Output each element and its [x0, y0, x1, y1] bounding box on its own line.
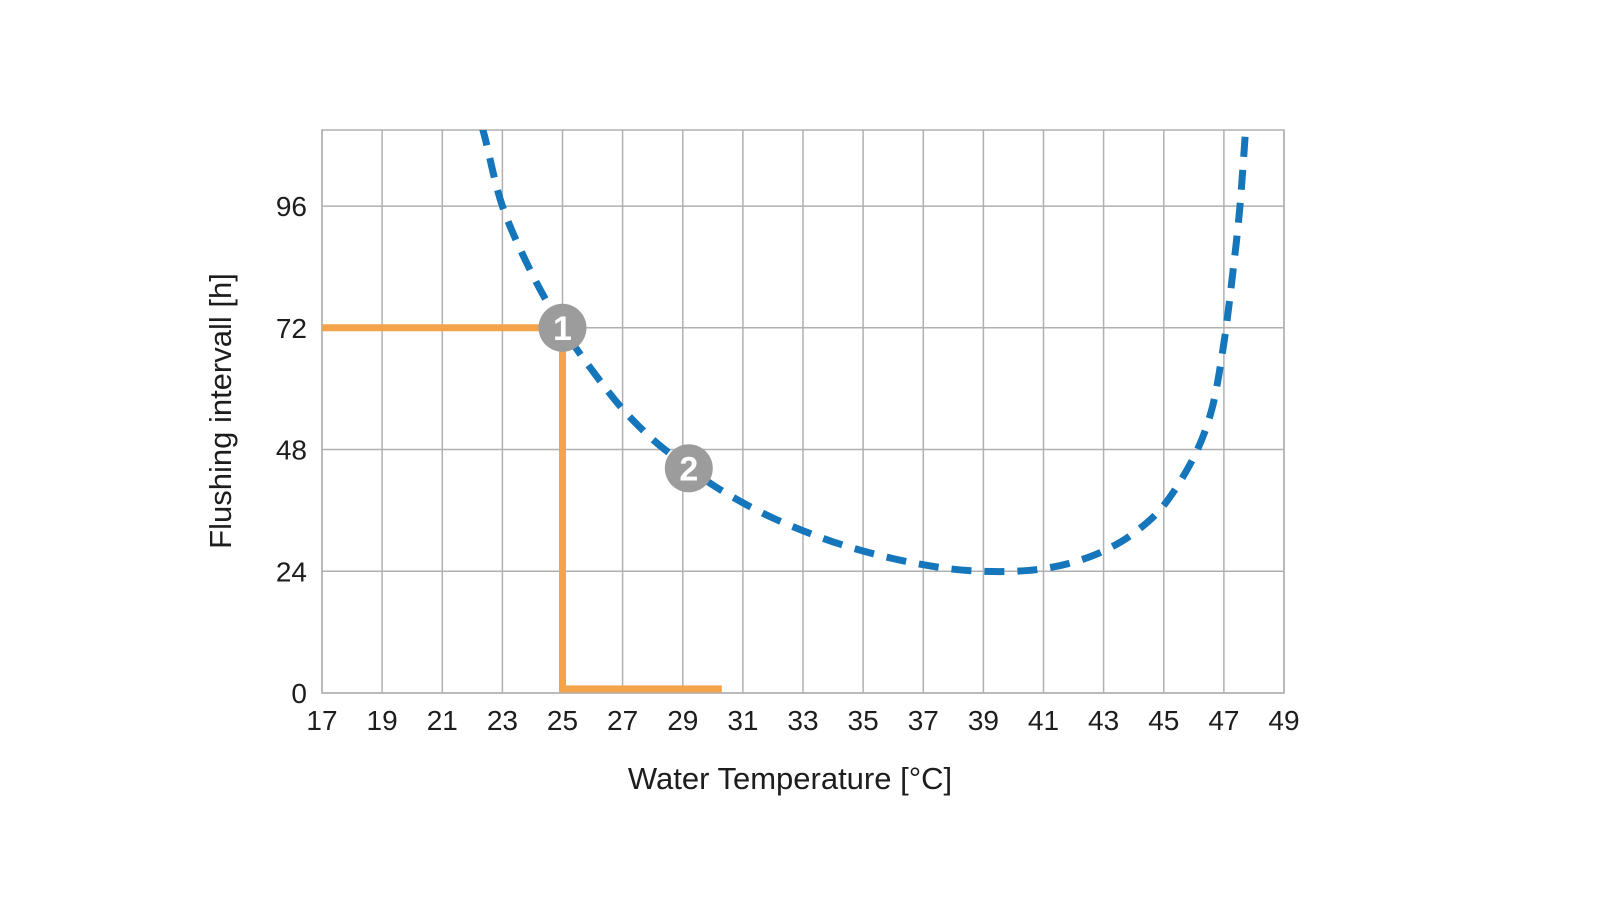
y-tick-label: 0: [291, 678, 307, 709]
y-tick-label: 96: [276, 191, 307, 222]
x-tick-label: 43: [1088, 705, 1119, 736]
x-axis-title: Water Temperature [°C]: [628, 761, 952, 796]
gridlines: [321, 130, 1285, 694]
x-tick-label: 41: [1028, 705, 1059, 736]
x-tick-label: 31: [727, 705, 758, 736]
marker-circle-1: [538, 303, 587, 352]
plot-frame: [321, 129, 1285, 694]
x-tick-label: 47: [1208, 705, 1239, 736]
series-layer: [322, 130, 1250, 693]
marker-layer: 12: [538, 303, 713, 493]
marker-circle-2: [664, 444, 713, 493]
x-tick-label: 21: [427, 705, 458, 736]
x-tick-label: 27: [607, 705, 638, 736]
y-tick-label: 72: [276, 313, 307, 344]
marker-label-1: 1: [553, 310, 572, 348]
x-tick-label: 25: [547, 705, 578, 736]
guide-line: [322, 324, 722, 693]
x-tick-label: 37: [908, 705, 939, 736]
x-tick-label: 19: [367, 705, 398, 736]
marker-label-2: 2: [679, 451, 698, 489]
x-tick-label: 39: [968, 705, 999, 736]
x-tick-label: 29: [667, 705, 698, 736]
y-tick-labels: 0 24 48 72 96: [276, 191, 307, 709]
flushing-interval-curve: [479, 130, 1250, 576]
y-axis-title: Flushing intervall [h]: [203, 273, 238, 549]
y-tick-label: 24: [276, 556, 307, 587]
x-tick-label: 23: [487, 705, 518, 736]
x-tick-label: 17: [306, 705, 337, 736]
x-tick-label: 35: [848, 705, 879, 736]
x-tick-labels: 17 19 21 23 25 27 29 31 33 35 37 39 41 43 45 47 49: [306, 705, 1299, 736]
y-tick-label: 48: [276, 435, 307, 466]
x-tick-label: 45: [1148, 705, 1179, 736]
x-tick-label: 33: [787, 705, 818, 736]
x-tick-label: 49: [1268, 705, 1299, 736]
